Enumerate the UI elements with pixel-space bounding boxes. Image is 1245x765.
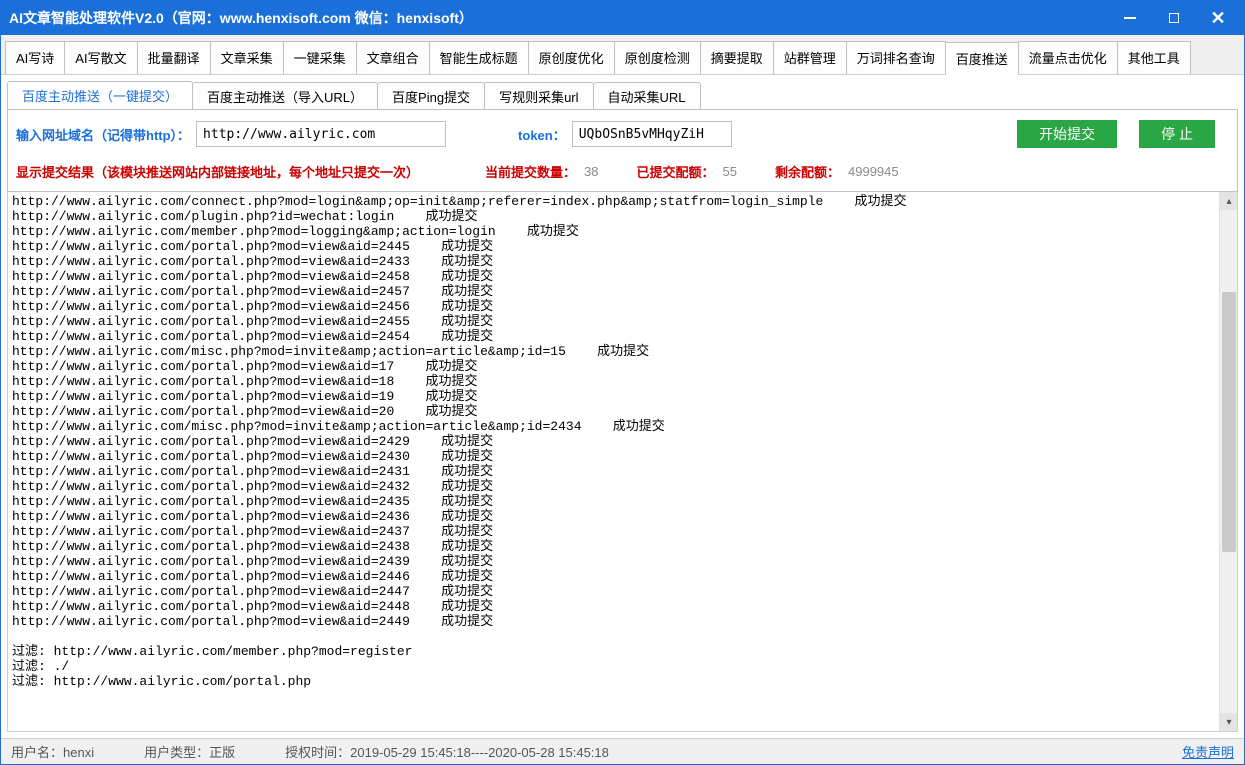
token-input[interactable] xyxy=(572,121,732,147)
remain-count-label: 剩余配额： xyxy=(775,162,840,181)
result-label: 显示提交结果（该模块推送网站内部链接地址，每个地址只提交一次） xyxy=(16,162,419,181)
main-tab[interactable]: 万词排名查询 xyxy=(846,41,946,74)
remain-count-value: 4999945 xyxy=(848,164,899,179)
disclaimer-link[interactable]: 免责声明 xyxy=(1182,742,1234,761)
main-tab[interactable]: AI写散文 xyxy=(64,41,137,74)
titlebar: AI文章智能处理软件V2.0（官网：www.henxisoft.com 微信：h… xyxy=(1,1,1244,35)
main-tab[interactable]: 文章采集 xyxy=(210,41,284,74)
maximize-button[interactable] xyxy=(1152,4,1196,32)
main-tab[interactable]: 批量翻译 xyxy=(137,41,211,74)
main-tab[interactable]: 原创度检测 xyxy=(614,41,701,74)
current-count-label: 当前提交数量： xyxy=(485,162,576,181)
scroll-thumb[interactable] xyxy=(1222,292,1236,552)
main-tab[interactable]: 百度推送 xyxy=(945,42,1019,75)
log-area: http://www.ailyric.com/connect.php?mod=l… xyxy=(7,192,1238,732)
minimize-button[interactable] xyxy=(1108,4,1152,32)
start-button[interactable]: 开始提交 xyxy=(1017,120,1117,148)
main-tab[interactable]: 摘要提取 xyxy=(700,41,774,74)
status-bar: 用户名：henxi 用户类型：正版 授权时间：2019-05-29 15:45:… xyxy=(1,738,1244,764)
main-tab[interactable]: 流量点击优化 xyxy=(1018,41,1118,74)
sub-tab[interactable]: 写规则采集url xyxy=(484,82,593,110)
sub-tab[interactable]: 百度Ping提交 xyxy=(377,82,485,110)
log-text: http://www.ailyric.com/connect.php?mod=l… xyxy=(8,192,1219,731)
main-tab[interactable]: 文章组合 xyxy=(356,41,430,74)
scroll-up-button[interactable]: ▴ xyxy=(1220,192,1238,210)
scroll-down-button[interactable]: ▾ xyxy=(1220,713,1238,731)
done-count-value: 55 xyxy=(723,164,737,179)
close-button[interactable]: ✕ xyxy=(1196,4,1240,32)
token-label: token： xyxy=(518,125,566,144)
main-tab-bar: AI写诗AI写散文批量翻译文章采集一键采集文章组合智能生成标题原创度优化原创度检… xyxy=(1,35,1244,75)
sub-tab[interactable]: 百度主动推送（一键提交） xyxy=(7,81,193,110)
scrollbar[interactable]: ▴ ▾ xyxy=(1219,192,1237,731)
status-user: 用户名：henxi xyxy=(11,742,94,761)
form-pane: 输入网址域名（记得带http）： token： 开始提交 停 止 显示提交结果（… xyxy=(7,109,1238,192)
current-count-value: 38 xyxy=(584,164,598,179)
domain-input[interactable] xyxy=(196,121,446,147)
main-tab[interactable]: 智能生成标题 xyxy=(429,41,529,74)
main-tab[interactable]: 其他工具 xyxy=(1117,41,1191,74)
window-title: AI文章智能处理软件V2.0（官网：www.henxisoft.com 微信：h… xyxy=(9,8,1108,28)
main-tab[interactable]: 一键采集 xyxy=(283,41,357,74)
status-auth: 授权时间：2019-05-29 15:45:18----2020-05-28 1… xyxy=(285,742,609,761)
main-tab[interactable]: AI写诗 xyxy=(5,41,65,74)
main-tab[interactable]: 站群管理 xyxy=(773,41,847,74)
sub-tab[interactable]: 百度主动推送（导入URL） xyxy=(192,82,378,110)
stop-button[interactable]: 停 止 xyxy=(1139,120,1215,148)
status-type: 用户类型：正版 xyxy=(144,742,235,761)
main-tab[interactable]: 原创度优化 xyxy=(528,41,615,74)
domain-label: 输入网址域名（记得带http）： xyxy=(16,125,190,144)
done-count-label: 已提交配额： xyxy=(637,162,715,181)
sub-tab[interactable]: 自动采集URL xyxy=(593,82,701,110)
sub-tab-bar: 百度主动推送（一键提交）百度主动推送（导入URL）百度Ping提交写规则采集ur… xyxy=(7,81,1238,110)
